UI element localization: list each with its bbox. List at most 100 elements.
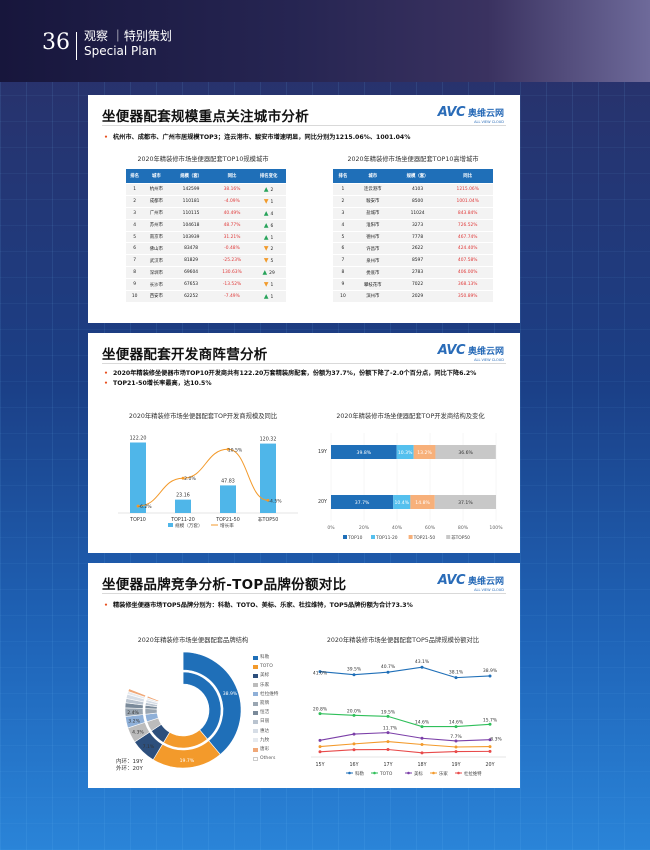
legend-label: 日丽 <box>260 719 270 725</box>
col-header: 同比 <box>442 169 493 183</box>
yoy-cell: -25.23% <box>212 255 252 267</box>
point-label: 43.1% <box>415 659 430 665</box>
rank-cell: 9 <box>333 279 353 291</box>
legend-label: 九牧 <box>260 737 270 743</box>
scale-cell: 110181 <box>169 195 213 207</box>
rank-change-cell: ▼ 1 <box>251 195 286 207</box>
bar-value-label: 120.32 <box>260 437 277 443</box>
yoy-cell: 38.16% <box>212 184 252 195</box>
table-row: 6 许昌市 2622 424.40% <box>333 243 493 255</box>
legend-swatch <box>253 701 258 706</box>
legend-swatch <box>253 747 258 752</box>
arrow-up-icon: ▲ <box>262 269 268 277</box>
bullet-list: • 杭州市、成都市、广州市居规模TOP3；连云港市、駿安市增速明显，同比分别为12… <box>104 133 410 143</box>
rank-cell: 6 <box>126 243 144 255</box>
city-cell: 武汉市 <box>143 255 170 267</box>
avc-logo: AVC 奥维云网 <box>437 105 504 120</box>
arrow-up-icon: ▲ <box>263 209 269 217</box>
city-cell: 西安市 <box>143 291 170 302</box>
slice-label: 4.3% <box>132 730 144 736</box>
rank-cell: 2 <box>333 195 353 207</box>
page-header: 36 观察 ｜特别策划 Special Plan <box>0 0 650 82</box>
x-tick-label: 20% <box>359 525 370 531</box>
legend-label: TOTO <box>379 771 393 777</box>
bar-value-label: 23.16 <box>176 493 190 499</box>
series-point <box>318 670 322 674</box>
scale-cell: 142599 <box>169 184 213 195</box>
yoy-cell: 130.63% <box>212 267 252 279</box>
scale-cell: 4103 <box>392 184 443 195</box>
scale-cell: 62252 <box>169 291 213 302</box>
legend-label: 惠达 <box>260 728 270 734</box>
table-title-left: 2020年精装修市场坐便器配套TOP10规模城市 <box>137 156 269 163</box>
col-header: 城市 <box>352 169 393 183</box>
page-number: 36 <box>42 30 70 55</box>
slice-label: 38.9% <box>223 691 238 697</box>
legend-label: Others <box>260 756 276 762</box>
city-cell: 长沙市 <box>143 279 170 291</box>
chart-title: 2020年精装修市场坐便器配套TOP5品牌规模份额对比 <box>326 637 480 644</box>
series-point <box>488 738 492 742</box>
legend-label: 杜拉维特 <box>464 770 482 777</box>
series-point <box>454 676 458 680</box>
table-row: 5 德州市 7778 467.74% <box>333 231 493 243</box>
chart-title: 2020年精装修市场坐便器配套品牌结构 <box>137 637 249 644</box>
city-cell: 盐城市 <box>352 207 393 219</box>
developer-analysis-panel: 坐便器配套开发商阵营分析 AVC 奥维云网 ALL VIEW CLOUD • 202… <box>88 333 520 553</box>
series-point <box>420 751 424 755</box>
segment-label: 10.4% <box>394 500 409 506</box>
title-underline <box>102 593 506 594</box>
panel-title: 坐便器配套开发商阵营分析 <box>102 347 268 363</box>
scale-cell: 103939 <box>169 231 213 243</box>
arrow-down-icon: ▼ <box>263 197 269 205</box>
legend-label: 唐彩 <box>260 747 270 753</box>
stacked-bar-segment <box>413 445 436 459</box>
legend-label: TOTO <box>260 664 273 670</box>
table-row: 10 滨州市 2029 350.89% <box>333 291 493 302</box>
legend-swatch <box>253 664 258 669</box>
legend-item: Others <box>253 754 278 763</box>
bar-value-label: 122.20 <box>130 436 147 442</box>
yoy-cell: 31.21% <box>212 231 252 243</box>
series-point <box>352 713 356 717</box>
x-tick-label: TOP21-50 <box>215 517 240 523</box>
chart-title: 2020年精装修市场坐便器配套TOP开发商结构及变化 <box>336 413 485 420</box>
rank-cell: 2 <box>126 195 144 207</box>
brand-share-line-chart: 15Y 16Y 17Y 18Y 19Y 20Y 41.0% 20.8% 39.5% 20.0% 40… <box>311 659 506 777</box>
segment-label: 14.8% <box>415 500 430 506</box>
series-line <box>319 748 491 754</box>
section-title-en: Special Plan <box>84 44 157 58</box>
point-label: 14.6% <box>415 720 430 726</box>
stacked-bar-segment <box>410 495 435 509</box>
legend-swatch <box>446 535 451 539</box>
legend-label: 规模（万套） <box>175 522 203 529</box>
city-cell: 淮阳市 <box>352 219 393 231</box>
table-row: 4 淮阳市 3273 726.52% <box>333 219 493 231</box>
title-underline <box>102 363 506 364</box>
legend-label: 美标 <box>414 770 423 777</box>
legend-swatch <box>253 692 258 697</box>
arrow-down-icon: ▼ <box>263 281 269 289</box>
point-label: 38.9% <box>483 668 498 674</box>
bullet-item: • TOP21-50增长率最高，达10.5% <box>104 380 212 387</box>
table-row: 9 长沙市 67653 -13.52% ▼ 1 <box>126 279 286 291</box>
city-cell: 攀枝花市 <box>352 279 393 291</box>
logo-subtitle: ALL VIEW CLOUD <box>474 358 504 362</box>
inner-ring-slice <box>144 708 158 715</box>
city-cell: 南京市 <box>143 231 170 243</box>
x-tick-label: 17Y <box>383 762 392 768</box>
rank-change-cell: ▲ 4 <box>251 207 286 219</box>
x-tick-label: 非TOP50 <box>258 516 279 523</box>
yoy-cell: 40.49% <box>212 207 252 219</box>
bullet-list: • 精装修坐便器市场TOP5品牌分别为：科勒、TOTO、美标、乐家、杜拉维特，TO… <box>104 601 413 611</box>
stacked-bar-segment <box>393 495 411 509</box>
city-cell: 駿安市 <box>352 195 393 207</box>
x-tick-label: 80% <box>458 525 469 531</box>
legend-label: 美标 <box>260 673 270 679</box>
panel-title: 坐便器配套规模重点关注城市分析 <box>102 109 309 125</box>
table-row: 4 苏州市 104618 48.77% ▲ 6 <box>126 219 286 231</box>
rank-cell: 1 <box>126 184 144 195</box>
legend-item: 箭牌 <box>253 699 278 708</box>
point-label: 38.1% <box>449 670 464 676</box>
legend-label: 增长率 <box>220 522 234 529</box>
